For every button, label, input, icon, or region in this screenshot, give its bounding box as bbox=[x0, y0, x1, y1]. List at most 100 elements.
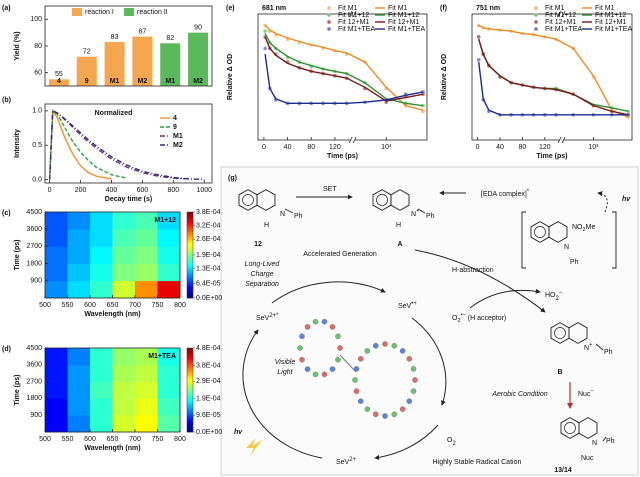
scheme-text: B bbox=[557, 369, 562, 376]
x-tick-label: 700 bbox=[129, 302, 141, 309]
heatmap-cell bbox=[45, 280, 68, 299]
cage-unit bbox=[412, 377, 418, 383]
colorbar-tick-label: 0.0E+00 bbox=[196, 429, 222, 436]
x-tick-label: 650 bbox=[107, 302, 119, 309]
series-line bbox=[48, 109, 189, 180]
axis-break bbox=[561, 136, 566, 144]
heatmap-cell bbox=[135, 280, 158, 299]
cage-unit bbox=[410, 366, 417, 372]
axis-break bbox=[561, 10, 566, 18]
x-tick-label: 550 bbox=[62, 436, 74, 443]
colorbar-slice bbox=[187, 358, 193, 361]
plot-frame bbox=[471, 13, 633, 141]
formula-part: 2 bbox=[452, 441, 455, 447]
formula-part: (H acceptor) bbox=[466, 315, 506, 322]
cage-unit bbox=[372, 411, 379, 417]
y-tick-label: 4500 bbox=[26, 209, 42, 216]
scheme-formula: SeV•+ bbox=[398, 301, 417, 310]
colorbar-slice bbox=[187, 289, 193, 292]
bond bbox=[417, 208, 426, 214]
aromatic-ring bbox=[564, 422, 576, 434]
y-tick-label: 2700 bbox=[26, 243, 42, 250]
colorbar-slice bbox=[187, 366, 193, 370]
formula-part: O bbox=[447, 437, 453, 444]
colorbar-slice bbox=[187, 220, 193, 224]
scheme-formula: [EDA complex]* bbox=[481, 189, 530, 198]
scheme-text: Nuc bbox=[581, 455, 594, 462]
cage-unit bbox=[410, 388, 417, 394]
colorbar-slice bbox=[187, 402, 193, 405]
heatmap-cell bbox=[67, 246, 91, 264]
scheme-text-line: Long-Lived bbox=[245, 261, 281, 268]
bar bbox=[104, 42, 125, 86]
legend-label: 4 bbox=[173, 115, 177, 122]
legend-label: Fit M1+12 bbox=[388, 12, 419, 19]
colorbar-slice bbox=[187, 291, 193, 294]
colorbar-slice bbox=[187, 280, 193, 284]
heatmap-cell bbox=[157, 229, 181, 247]
series-line bbox=[264, 24, 424, 111]
cycle-arrow bbox=[411, 317, 447, 406]
heatmap-cell bbox=[45, 246, 68, 264]
ring bbox=[578, 417, 598, 439]
colorbar-slice bbox=[187, 246, 193, 249]
legend-label: Fit M1+TEA bbox=[545, 26, 582, 33]
scheme-text: N bbox=[592, 440, 597, 447]
legend-label: Fit M1+12 bbox=[338, 12, 369, 19]
colorbar-slice bbox=[187, 278, 193, 282]
y-tick-label: 1800 bbox=[26, 395, 42, 402]
colorbar-slice bbox=[187, 419, 193, 422]
series-line bbox=[478, 62, 629, 116]
y-tick-label: 0.0 bbox=[32, 176, 42, 183]
lightning bbox=[246, 438, 262, 456]
x-tick-label: 0 bbox=[262, 144, 266, 151]
axis-break bbox=[348, 136, 353, 144]
colorbar-slice bbox=[187, 379, 193, 382]
category-label: M1 bbox=[165, 78, 175, 85]
axis-break bbox=[352, 10, 357, 18]
scheme-formula: N+ bbox=[584, 342, 592, 351]
axis-break-gap bbox=[350, 136, 355, 144]
colorbar-tick-label: 2.9E-04 bbox=[196, 378, 221, 385]
legend-label: Fit M1+12 bbox=[545, 12, 576, 19]
cage-unit bbox=[372, 343, 379, 349]
formula-part: SeV bbox=[256, 315, 270, 322]
heatmap-cell bbox=[67, 364, 91, 382]
heatmap-cell bbox=[112, 398, 136, 416]
formula-part: 2 bbox=[583, 227, 586, 233]
legend-marker bbox=[534, 6, 538, 10]
x-tick-label: 200 bbox=[75, 187, 87, 194]
colorbar-slice bbox=[187, 348, 193, 351]
legend-label: Fit M1 bbox=[388, 5, 408, 12]
legend-marker bbox=[327, 20, 331, 24]
scheme-formula: Nuc− bbox=[578, 388, 594, 397]
value-label: 87 bbox=[139, 29, 147, 36]
colorbar-slice bbox=[187, 413, 193, 416]
bond bbox=[284, 208, 294, 214]
scheme-text: A bbox=[397, 241, 402, 248]
aromatic-ring bbox=[554, 327, 566, 339]
heatmap-cell bbox=[67, 348, 91, 366]
colorbar-slice bbox=[187, 425, 193, 429]
legend-marker bbox=[327, 6, 331, 10]
formula-part: Me bbox=[586, 224, 596, 231]
cage-unit bbox=[297, 345, 303, 351]
heatmap-cell bbox=[90, 398, 113, 416]
cage-unit bbox=[391, 343, 398, 349]
heatmap-annotation: M1+TEA bbox=[148, 353, 176, 360]
colorbar-slice bbox=[187, 396, 193, 399]
scheme-text: Ph bbox=[570, 259, 579, 266]
x-tick-label: 0 bbox=[476, 144, 480, 151]
heatmap-cell bbox=[157, 263, 181, 282]
colorbar-slice bbox=[187, 408, 193, 412]
heatmap-cell bbox=[157, 415, 181, 433]
cycle-arrow bbox=[242, 329, 323, 459]
value-label: 72 bbox=[83, 49, 91, 56]
heatmap-cell bbox=[135, 348, 158, 366]
scheme-text: H bbox=[264, 222, 269, 229]
colorbar-slice bbox=[187, 214, 193, 217]
x-tick-label: 700 bbox=[129, 436, 141, 443]
scheme-text: Accelerated Generation bbox=[303, 251, 377, 258]
bond bbox=[602, 436, 607, 442]
formula-part: 2+* bbox=[269, 313, 279, 319]
